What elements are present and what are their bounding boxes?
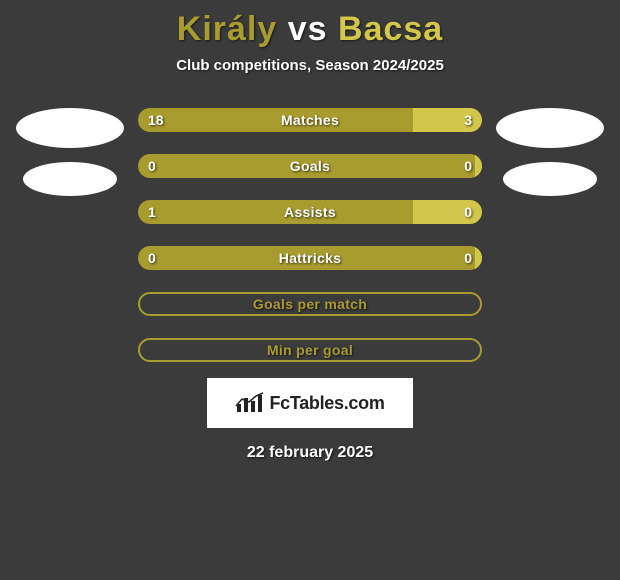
stat-label: Goals	[138, 154, 482, 178]
player1-team-avatar	[23, 162, 117, 196]
stats-bars: 183Matches 00Goals 10Assists 00Hattricks Goa…	[138, 108, 482, 362]
stat-label: Assists	[138, 200, 482, 224]
stat-bar: 00Goals	[138, 154, 482, 178]
logo-text: FcTables.com	[269, 393, 384, 414]
subtitle: Club competitions, Season 2024/2025	[0, 57, 620, 74]
stat-label: Matches	[138, 108, 482, 132]
stat-bar: Min per goal	[138, 338, 482, 362]
comparison-content: 183Matches 00Goals 10Assists 00Hattricks Goa…	[0, 108, 620, 362]
player1-avatar	[16, 108, 124, 148]
player2-team-avatar	[503, 162, 597, 196]
title-player2: Bacsa	[338, 10, 443, 48]
player2-avatar-col	[496, 108, 604, 196]
fctables-logo: FcTables.com	[207, 378, 413, 428]
stat-label: Min per goal	[140, 340, 480, 360]
title-player1: Király	[177, 10, 278, 48]
stat-bar: Goals per match	[138, 292, 482, 316]
stat-label: Hattricks	[138, 246, 482, 270]
title-vs: vs	[288, 10, 328, 48]
chart-icon	[235, 392, 265, 414]
player1-avatar-col	[16, 108, 124, 196]
player2-avatar	[496, 108, 604, 148]
stat-label: Goals per match	[140, 294, 480, 314]
stat-bar: 00Hattricks	[138, 246, 482, 270]
page-title: Király vs Bacsa	[0, 0, 620, 49]
stat-bar: 183Matches	[138, 108, 482, 132]
stat-bar: 10Assists	[138, 200, 482, 224]
date-text: 22 february 2025	[0, 444, 620, 462]
